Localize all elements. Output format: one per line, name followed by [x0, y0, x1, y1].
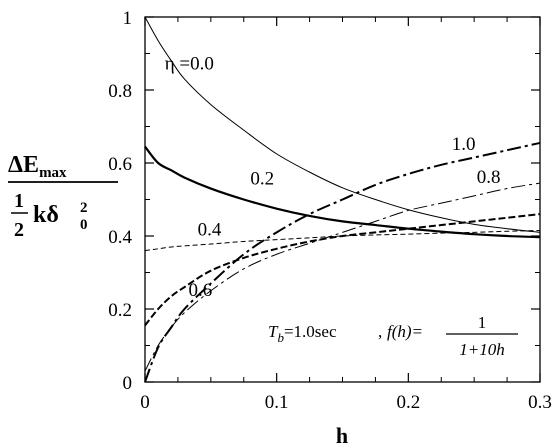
svg-text:ΔEmax: ΔEmax: [8, 152, 67, 181]
series-line-2: [144, 230, 541, 252]
annotation-t-value: =1.0sec: [284, 322, 337, 341]
series-layer: [144, 16, 541, 383]
y-tick-label-4: 0.8: [108, 81, 132, 102]
formula-annotation: Tb=1.0sec , f(h)= 1 1+10h: [268, 313, 518, 359]
x-tick-label-2: 0.2: [396, 392, 420, 413]
y-label-half-denominator: 2: [14, 219, 24, 241]
y-label-denominator-sup: 2: [80, 200, 88, 216]
y-tick-label-0: 0: [123, 373, 133, 394]
series-line-5: [144, 141, 541, 383]
y-axis-label: ΔEmax 1 2 kδ 2 0: [8, 152, 118, 241]
y-tick-label-2: 0.4: [108, 227, 132, 248]
x-tick-label-0: 0: [140, 392, 150, 413]
ticks-layer: [144, 16, 541, 383]
curve-label-4: 0.8: [477, 167, 501, 188]
y-label-numerator: ΔE: [8, 152, 39, 178]
x-tick-label-1: 0.1: [265, 392, 289, 413]
y-tick-label-5: 1: [123, 8, 133, 29]
series-line-3: [144, 213, 541, 327]
series-line-4: [144, 182, 541, 372]
y-tick-label-3: 0.6: [108, 154, 132, 175]
y-tick-label-1: 0.2: [108, 300, 132, 321]
annotation-frac-numerator: 1: [478, 313, 487, 332]
annotation-comma: ,: [378, 322, 382, 341]
x-axis-label: h: [336, 423, 348, 448]
annotation-t-sub: b: [277, 330, 284, 345]
series-line-1: [144, 145, 541, 239]
y-label-denominator-var: kδ: [33, 202, 59, 228]
y-label-numerator-sub: max: [39, 165, 67, 181]
x-tick-label-3: 0.3: [528, 392, 552, 413]
curve-label-2: 0.4: [198, 220, 222, 241]
curve-label-1: 0.2: [250, 169, 274, 190]
y-label-denominator-sub: 0: [80, 217, 88, 233]
svg-text:kδ: kδ: [33, 202, 59, 228]
annotation-frac-denominator: 1+10h: [459, 340, 504, 359]
curve-label-5: 1.0: [452, 134, 476, 155]
annotation-f-expr: f(h)=: [387, 322, 423, 341]
curve-label-3: 0.6: [188, 280, 212, 301]
curve-label-0: η =0.0: [165, 54, 214, 75]
y-label-half-numerator: 1: [14, 190, 24, 212]
svg-text:Tb=1.0sec: Tb=1.0sec: [268, 322, 337, 345]
labels-layer: 0 0.1 0.2 0.3 0 0.2 0.4 0.6 0.8 1 η =0.0 0.2 0.4 0.6 0…: [108, 8, 552, 413]
annotation-t-var: T: [268, 322, 279, 341]
